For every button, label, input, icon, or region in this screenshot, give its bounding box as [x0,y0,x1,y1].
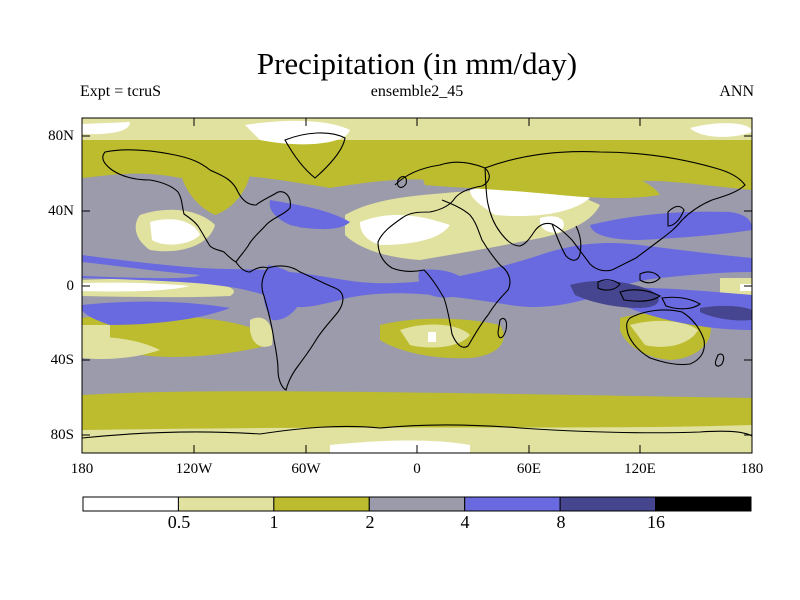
map-ticks [82,118,752,453]
x-tick-label: 180 [70,461,94,477]
x-tick-label: 60W [291,461,321,477]
x-tick-label: 0 [413,461,421,477]
colorbar-label: 8 [556,512,566,532]
x-tick-label: 120E [624,461,656,477]
colorbar-label: 1 [269,512,279,532]
colorbar-swatch [655,496,752,512]
y-tick-label: 80N [48,128,74,144]
x-tick-label: 180 [740,461,764,477]
colorbar-swatch [82,496,179,512]
colorbar-swatch [177,496,275,512]
season-label: ANN [719,83,754,100]
colorbar-label: 0.5 [167,512,191,532]
colorbar-swatch [368,496,466,512]
y-tick-label: 80S [50,427,74,443]
y-tick-label: 40N [48,203,74,219]
colorbar-label: 4 [460,512,470,532]
colorbar-swatch [273,496,370,512]
colorbar-swatch [464,496,561,512]
experiment-label: Expt = tcruS [80,83,162,100]
chart-title: Precipitation (in mm/day) [256,46,578,81]
x-tick-label: 120W [175,461,213,477]
x-tick-label: 60E [516,461,542,477]
y-tick-label: 0 [66,278,75,294]
colorbar [82,496,752,512]
y-tick-label: 40S [50,352,74,368]
coastlines [82,132,752,439]
colorbar-label: 16 [647,512,665,532]
ensemble-label: ensemble2_45 [370,83,464,100]
colorbar-swatch [559,496,657,512]
colorbar-label: 2 [365,512,375,532]
map-field [82,118,752,453]
